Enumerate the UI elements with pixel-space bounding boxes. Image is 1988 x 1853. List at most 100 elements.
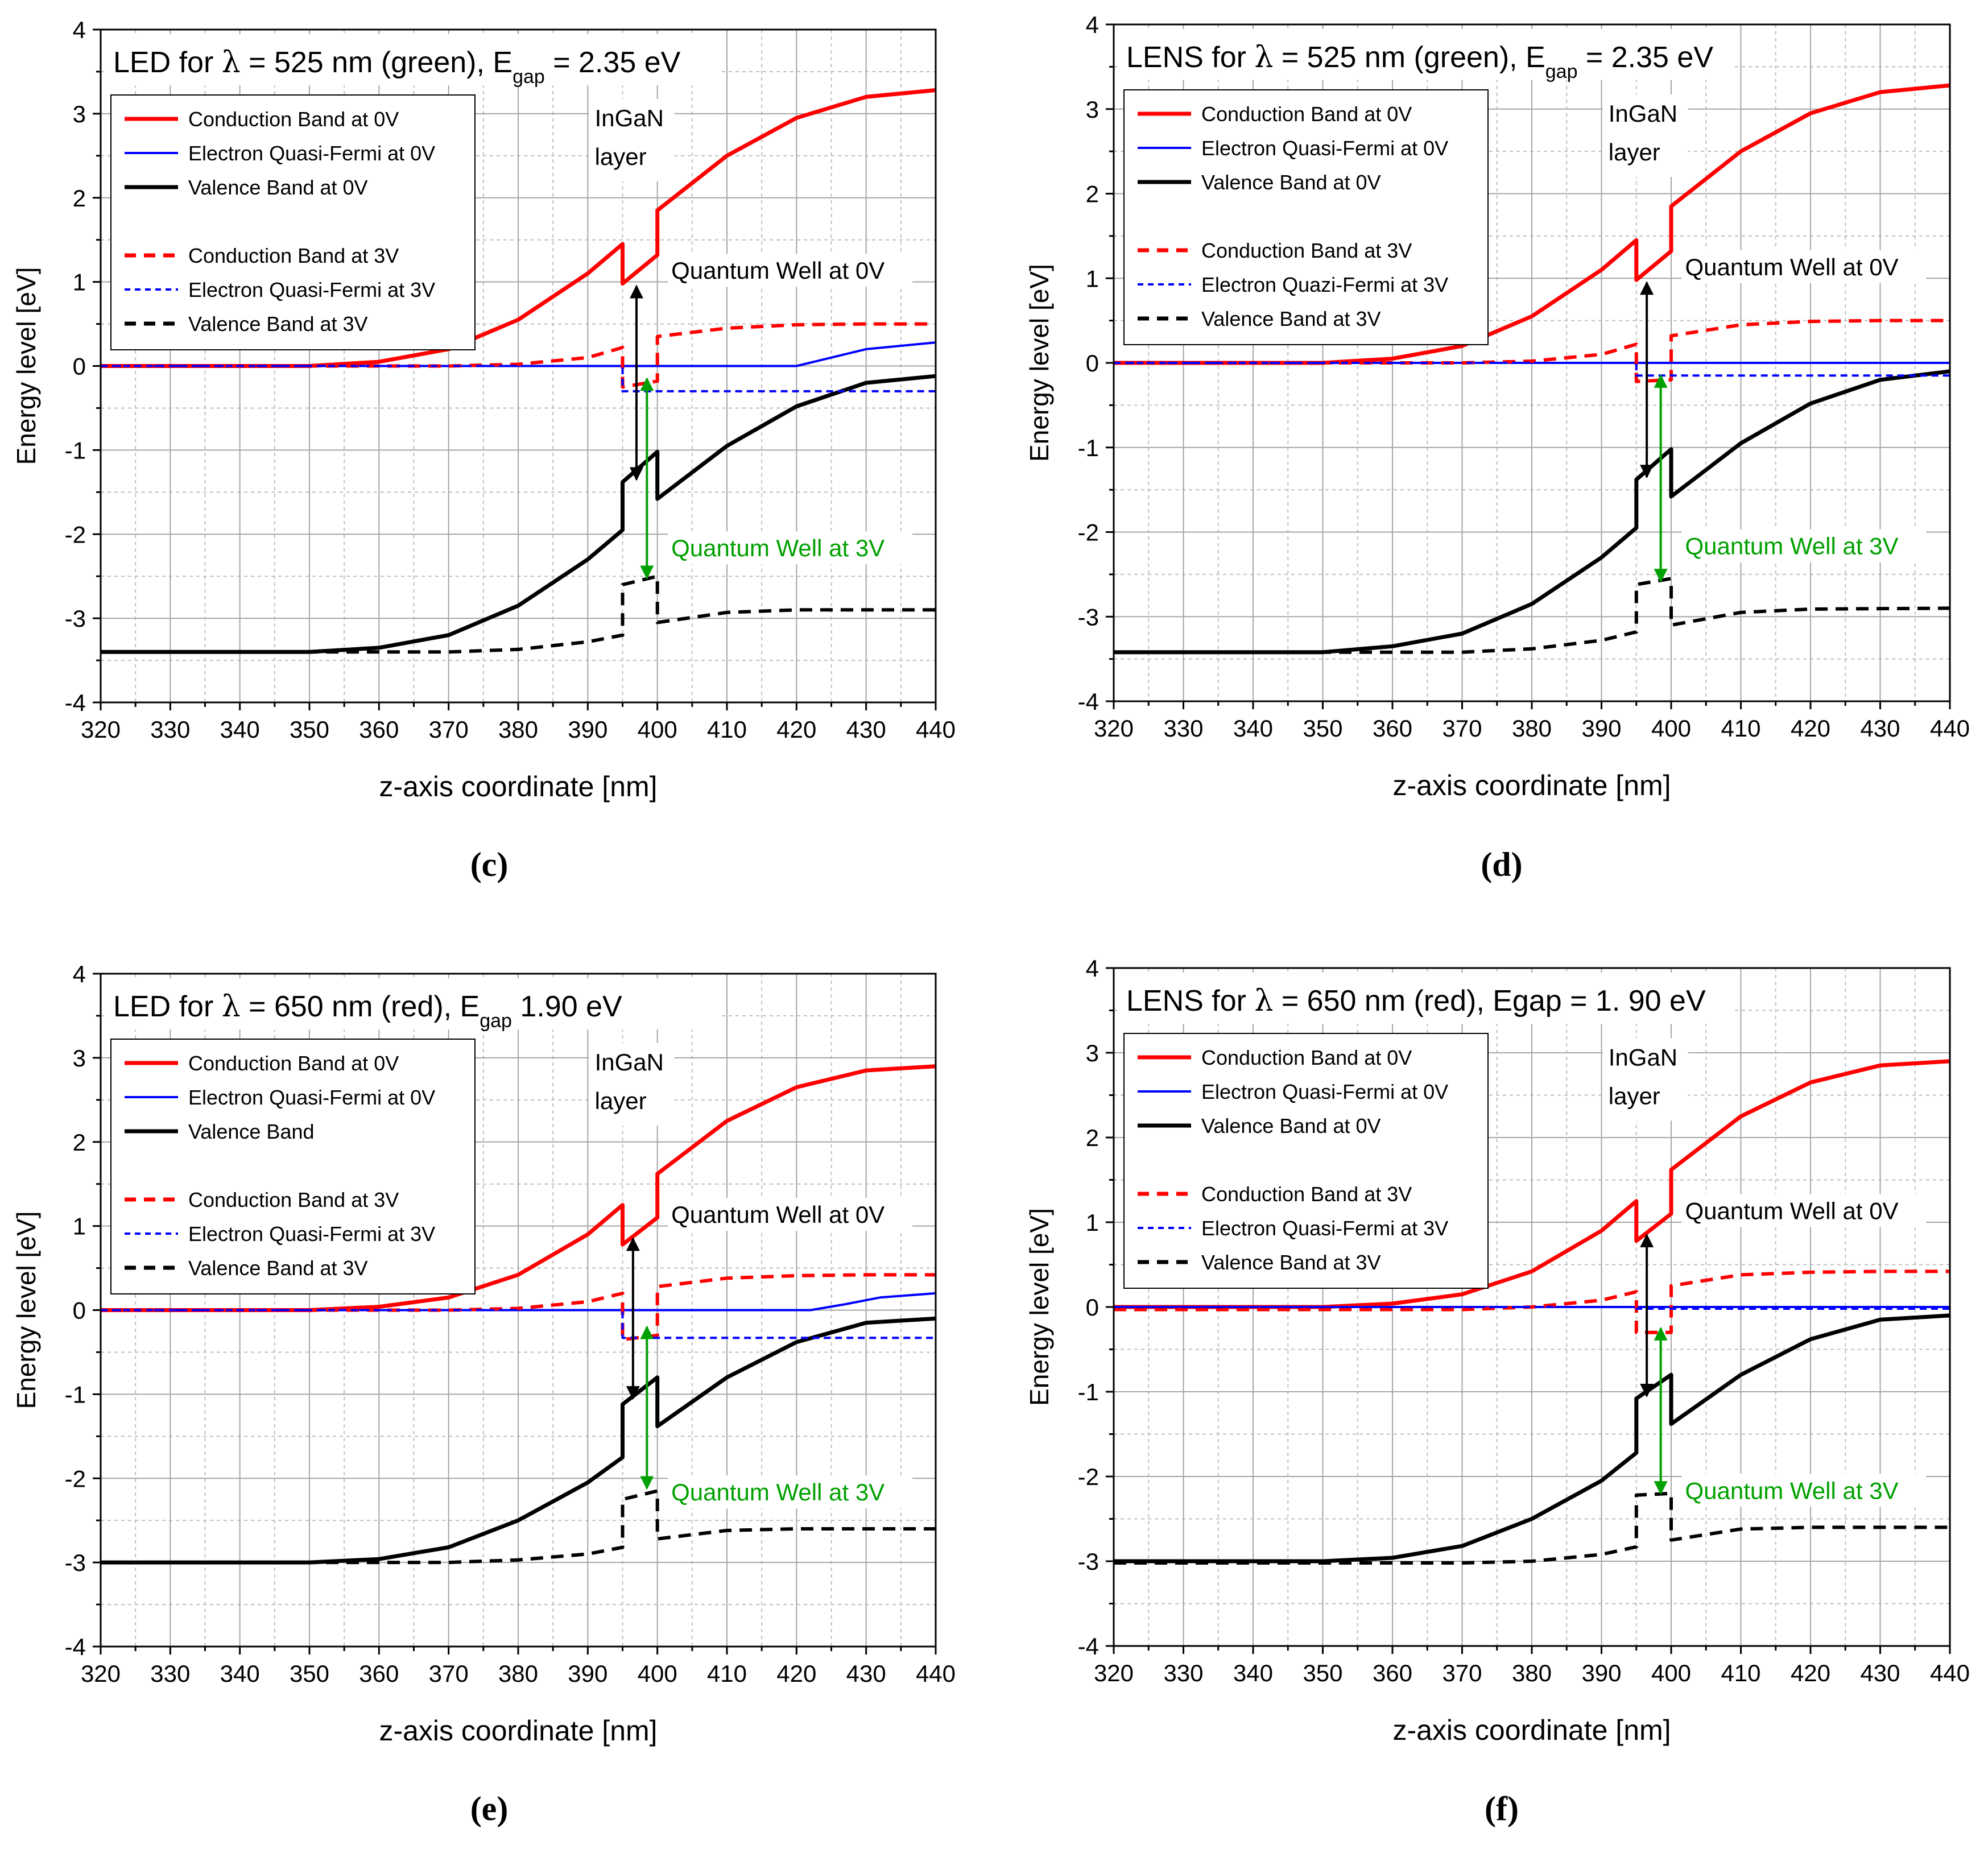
y-tick-label: 1 — [1086, 1209, 1099, 1236]
ingan-label-line1: InGaN — [595, 1049, 664, 1076]
y-tick-label: -4 — [1078, 1633, 1099, 1660]
legend-label: Conduction Band at 3V — [188, 1188, 399, 1211]
y-tick-label: 1 — [73, 269, 86, 296]
legend-label: Conduction Band at 0V — [188, 1052, 399, 1075]
x-tick-label: 350 — [1303, 715, 1342, 742]
x-tick-label: 320 — [81, 716, 121, 743]
x-tick-label: 390 — [1581, 1660, 1621, 1686]
ingan-label-line1: InGaN — [1609, 100, 1677, 127]
series-line-electron-quasi-fermi-at-3v — [1114, 1306, 1950, 1310]
x-tick-label: 390 — [568, 716, 607, 743]
series-line-valence-band-at-3v — [101, 574, 936, 654]
qw0-label-background — [1681, 250, 1927, 283]
y-tick-label: -3 — [65, 605, 86, 632]
x-tick-label: 350 — [290, 1660, 329, 1687]
series-line-valence-band-at-0v — [1114, 369, 1950, 655]
x-tick-label: 410 — [707, 716, 747, 743]
panel-1: 320 330 340 350 360 370 380 390 400 410 420 430 440-… — [1024, 11, 1970, 883]
y-tick-label: 0 — [73, 353, 86, 380]
series-line-conduction-band-at-3v — [1114, 319, 1950, 383]
legend-box — [1123, 89, 1489, 345]
x-tick-label: 440 — [916, 716, 956, 743]
x-tick-label: 330 — [1163, 1660, 1203, 1686]
x-tick-label: 330 — [1163, 715, 1203, 742]
x-tick-label: 340 — [1233, 715, 1273, 742]
legend-label: Valence Band at 3V — [1201, 307, 1381, 330]
qw0-label: Quantum Well at 0V — [1685, 1198, 1899, 1225]
y-tick-label: -3 — [65, 1549, 86, 1576]
y-tick-label: -4 — [65, 1633, 86, 1660]
y-tick-label: 0 — [1086, 350, 1099, 377]
legend-label: Valence Band at 0V — [1201, 1114, 1381, 1138]
x-tick-label: 350 — [290, 716, 329, 743]
series-line-valence-band — [101, 1316, 936, 1565]
qw0-label: Quantum Well at 0V — [1685, 254, 1899, 280]
x-tick-label: 440 — [916, 1660, 956, 1687]
x-tick-label: 400 — [638, 716, 677, 743]
series-line-electron-quazi-fermi-at-3v — [1114, 362, 1950, 377]
ingan-label-line2: layer — [595, 1087, 647, 1114]
x-tick-label: 330 — [150, 1660, 190, 1687]
x-tick-label: 400 — [1651, 1660, 1691, 1686]
y-tick-label: -3 — [1078, 1548, 1099, 1575]
y-tick-label: -1 — [1078, 1379, 1099, 1405]
title-title-end: = 2.35 eV — [545, 46, 681, 79]
y-tick-label: -2 — [1078, 519, 1099, 546]
y-tick-label: -3 — [1078, 603, 1099, 630]
x-tick-label: 410 — [1721, 715, 1760, 742]
legend-label: Valence Band — [188, 1120, 315, 1143]
panel-3: 320 330 340 350 360 370 380 390 400 410 420 430 440-… — [1024, 955, 1970, 1827]
y-axis-label: Energy level [eV] — [1024, 1208, 1054, 1406]
x-tick-label: 410 — [1721, 1660, 1760, 1686]
qw3-label-background — [1681, 1474, 1927, 1507]
y-tick-label: 3 — [1086, 96, 1099, 123]
x-tick-label: 420 — [776, 716, 816, 743]
y-axis-label: Energy level [eV] — [11, 1211, 41, 1409]
x-axis-label: z-axis coordinate [nm] — [1392, 770, 1671, 801]
x-tick-label: 420 — [1791, 715, 1830, 742]
x-tick-label: 370 — [429, 716, 469, 743]
qw0-label-background — [1681, 1194, 1927, 1227]
legend-label: Electron Quasi-Fermi at 0V — [1201, 1080, 1448, 1103]
x-tick-label: 360 — [359, 716, 399, 743]
series-line-electron-quasi-fermi-at-0v — [101, 341, 936, 367]
qw3-label: Quantum Well at 3V — [671, 1479, 885, 1505]
y-axis-label: Energy level [eV] — [1024, 264, 1054, 462]
legend-label: Valence Band at 0V — [188, 176, 368, 199]
qw3-label-background — [668, 1475, 913, 1509]
ingan-label-background — [1602, 1038, 1688, 1121]
title-title-end: = 2.35 eV — [1577, 41, 1713, 74]
series-line-valence-band-at-0v — [1114, 1313, 1950, 1564]
y-tick-label: -4 — [1078, 688, 1099, 715]
x-tick-label: 350 — [1303, 1660, 1342, 1686]
x-tick-label: 380 — [498, 716, 538, 743]
ingan-label-line1: InGaN — [595, 105, 664, 131]
legend-label: Valence Band at 0V — [1201, 171, 1381, 194]
legend-label: Valence Band at 3V — [188, 1256, 368, 1280]
panel-title: LED for λ = 650 nm (red), Egap 1.90 eV — [113, 990, 622, 1032]
x-tick-label: 370 — [1442, 715, 1482, 742]
y-tick-label: -1 — [65, 1381, 86, 1408]
x-tick-label: 380 — [1512, 1660, 1552, 1686]
title-background — [104, 978, 721, 1029]
panel-caption: (e) — [470, 1790, 509, 1827]
x-tick-label: 370 — [1442, 1660, 1482, 1686]
x-tick-label: 440 — [1930, 715, 1970, 742]
ingan-label-line2: layer — [595, 143, 647, 170]
qw3-label: Quantum Well at 3V — [1685, 1477, 1899, 1504]
x-tick-label: 430 — [1860, 715, 1900, 742]
y-axis-label: Energy level [eV] — [11, 267, 41, 465]
series-line-conduction-band-at-3v — [1114, 1269, 1950, 1334]
x-tick-label: 360 — [359, 1660, 399, 1687]
y-tick-label: 4 — [73, 961, 86, 987]
series-line-conduction-band-at-0v — [101, 1064, 936, 1312]
legend-label: Electron Quazi-Fermi at 3V — [1201, 273, 1448, 296]
qw0-label-background — [668, 254, 913, 287]
legend-label: Electron Quasi-Fermi at 3V — [188, 1222, 435, 1246]
legend-label: Conduction Band at 3V — [188, 244, 399, 267]
x-tick-label: 360 — [1373, 715, 1412, 742]
title-title-rest: = 525 nm (green), E — [1273, 41, 1545, 74]
qw0-label: Quantum Well at 0V — [671, 1201, 885, 1228]
title-title-main: LED for — [113, 46, 222, 79]
